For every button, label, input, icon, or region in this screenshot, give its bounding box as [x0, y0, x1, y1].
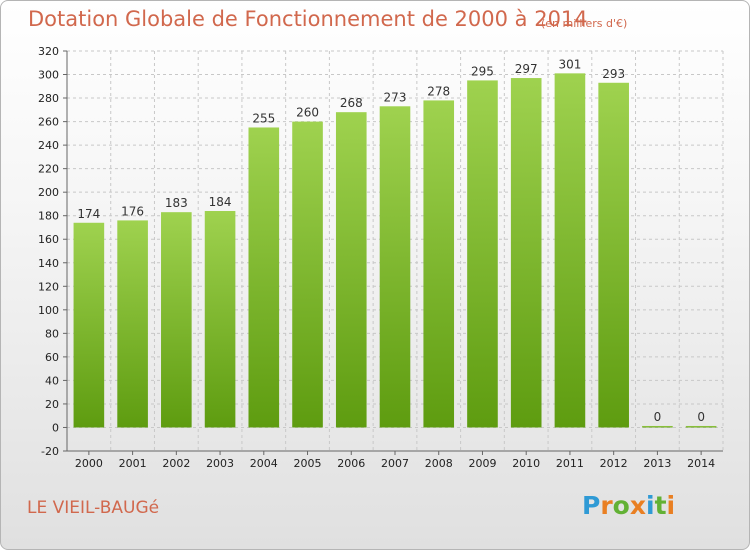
x-tick-label: 2011	[556, 457, 584, 470]
data-labels: 174 176 183 184 255 260 268 273 278 295 297 301 293 0…	[77, 57, 705, 424]
y-tick-label: 300	[38, 69, 59, 82]
x-tick-label: 2003	[206, 457, 234, 470]
bar-2011	[554, 73, 586, 428]
x-tick-label: 2005	[294, 457, 322, 470]
data-label: 176	[121, 204, 144, 218]
data-label: 0	[654, 410, 662, 424]
y-tick-label: 120	[38, 280, 59, 293]
data-label: 297	[515, 62, 538, 76]
data-label: 184	[209, 195, 232, 209]
x-tick-label: 2004	[250, 457, 278, 470]
data-label: 295	[471, 64, 494, 78]
chart-title: Dotation Globale de Fonctionnement de 20…	[28, 7, 588, 31]
x-tick-label: 2000	[75, 457, 103, 470]
x-tick-label: 2009	[468, 457, 496, 470]
y-tick-label: 220	[38, 163, 59, 176]
bar-2007	[379, 106, 411, 428]
data-label: 260	[296, 106, 319, 120]
chart-unit: (en milliers d'€)	[541, 17, 628, 30]
data-label: 301	[558, 57, 581, 71]
bar-2000	[73, 222, 105, 428]
y-tick-label: 260	[38, 116, 59, 129]
bar-2008	[423, 100, 455, 428]
y-tick-label: 320	[38, 45, 59, 58]
x-tick-label: 2012	[600, 457, 628, 470]
x-tick-label: 2010	[512, 457, 540, 470]
y-tick-label: 80	[45, 327, 59, 340]
y-tick-label: 60	[45, 351, 59, 364]
y-tick-label: 140	[38, 257, 59, 270]
x-tick-label: 2013	[643, 457, 671, 470]
data-label: 278	[427, 84, 450, 98]
logo-letter: o	[612, 491, 630, 520]
data-label: 268	[340, 96, 363, 110]
axes: -20 0 20 40 60 80 100 120 140 160 180 200 220 240 260 2…	[38, 45, 723, 470]
data-label: 273	[384, 90, 407, 104]
y-tick-label: 20	[45, 398, 59, 411]
data-label: 183	[165, 196, 188, 210]
x-tick-label: 2008	[425, 457, 453, 470]
x-tick-label: 2001	[119, 457, 147, 470]
bar-2006	[335, 112, 367, 428]
bar-2012	[598, 82, 629, 428]
y-tick-label: -20	[41, 445, 59, 458]
x-tick-label: 2006	[337, 457, 365, 470]
logo-letter: r	[600, 491, 613, 520]
logo-letter: t	[654, 491, 667, 520]
bar-2010	[510, 78, 542, 428]
data-label: 293	[602, 67, 625, 81]
y-tick-label: 200	[38, 186, 59, 199]
y-tick-label: 100	[38, 304, 59, 317]
data-label: 255	[252, 111, 275, 125]
y-tick-label: 280	[38, 92, 59, 105]
bar-2001	[117, 220, 148, 428]
y-tick-label: 180	[38, 210, 59, 223]
data-label: 174	[77, 207, 100, 221]
y-tick-label: 240	[38, 139, 59, 152]
data-label: 0	[697, 410, 705, 424]
bars	[73, 73, 717, 428]
logo-letter: P	[582, 491, 601, 520]
logo-letter: i	[666, 491, 676, 520]
bar-2014	[685, 425, 717, 428]
bar-2004	[248, 127, 280, 428]
bar-2009	[467, 80, 498, 428]
x-tick-label: 2007	[381, 457, 409, 470]
y-tick-label: 160	[38, 233, 59, 246]
commune-name: LE VIEIL-BAUGé	[27, 498, 160, 518]
bar-2003	[204, 211, 236, 428]
x-tick-label: 2014	[687, 457, 715, 470]
bar-2013	[642, 425, 673, 428]
bar-2002	[161, 212, 192, 428]
x-tick-label: 2002	[162, 457, 190, 470]
proxiti-logo: Proxiti	[582, 491, 675, 520]
logo-letter: x	[629, 491, 646, 520]
y-tick-label: 40	[45, 374, 59, 387]
logo-letter: i	[646, 491, 655, 520]
y-tick-label: 0	[52, 421, 59, 434]
bar-2005	[292, 121, 323, 428]
